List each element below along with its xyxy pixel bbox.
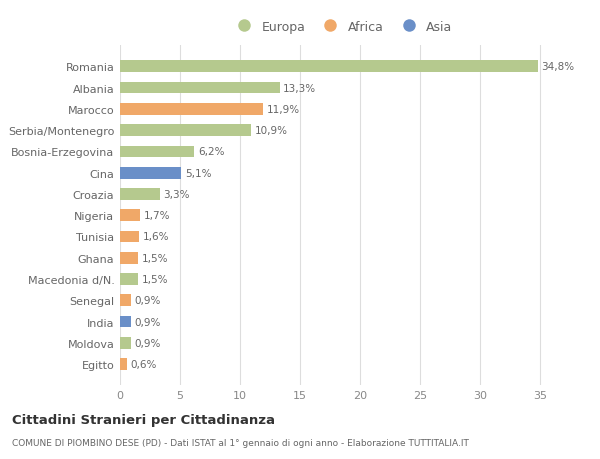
Text: 1,5%: 1,5% [142,253,168,263]
Bar [120,252,138,264]
Legend: Europa, Africa, Asia: Europa, Africa, Asia [229,18,455,36]
Text: 34,8%: 34,8% [541,62,574,72]
Bar [120,231,139,243]
Text: 0,9%: 0,9% [134,296,161,306]
Bar [120,337,131,349]
Text: 6,2%: 6,2% [198,147,224,157]
Bar [120,274,138,285]
Bar [120,104,263,116]
Text: 0,6%: 0,6% [131,359,157,369]
Bar [120,125,251,137]
Bar [120,62,538,73]
Text: COMUNE DI PIOMBINO DESE (PD) - Dati ISTAT al 1° gennaio di ogni anno - Elaborazi: COMUNE DI PIOMBINO DESE (PD) - Dati ISTA… [12,438,469,448]
Bar [120,316,131,328]
Text: 5,1%: 5,1% [185,168,211,178]
Text: 0,9%: 0,9% [134,317,161,327]
Bar [120,295,131,307]
Bar [120,168,181,179]
Text: 13,3%: 13,3% [283,84,316,93]
Text: 1,6%: 1,6% [143,232,169,242]
Text: 3,3%: 3,3% [163,190,190,200]
Bar [120,146,194,158]
Text: Cittadini Stranieri per Cittadinanza: Cittadini Stranieri per Cittadinanza [12,413,275,426]
Bar [120,189,160,200]
Text: 11,9%: 11,9% [266,105,299,115]
Text: 10,9%: 10,9% [254,126,287,136]
Text: 0,9%: 0,9% [134,338,161,348]
Text: 1,5%: 1,5% [142,274,168,285]
Bar [120,83,280,94]
Bar [120,210,140,222]
Bar [120,358,127,370]
Text: 1,7%: 1,7% [144,211,170,221]
